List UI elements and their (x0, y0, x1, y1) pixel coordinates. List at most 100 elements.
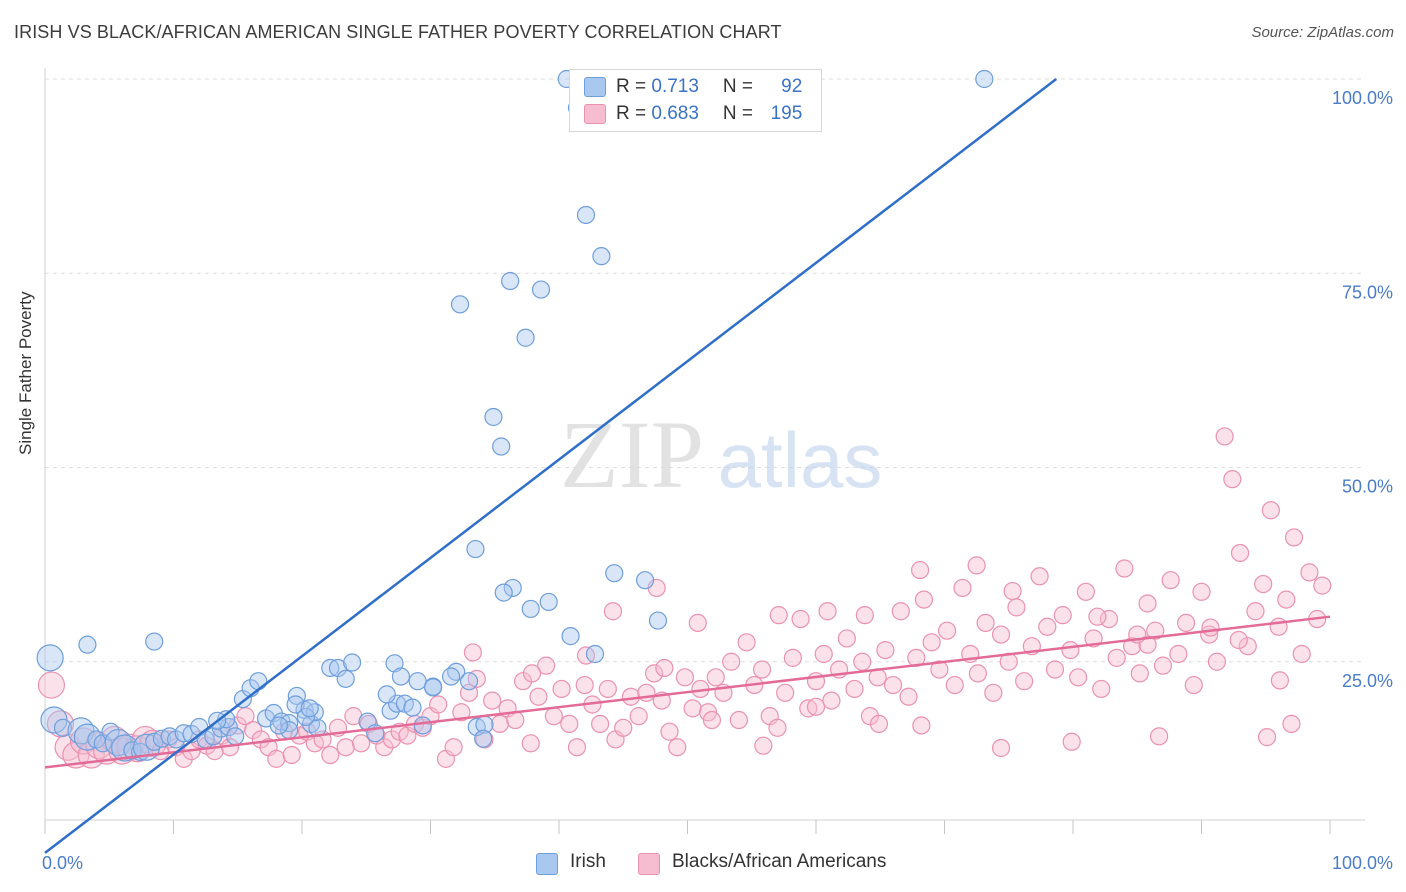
blacks-point (967, 556, 986, 575)
blacks-point (1292, 644, 1311, 664)
blacks-point (1223, 470, 1242, 489)
irish-point (145, 632, 164, 651)
blacks-point (791, 609, 810, 629)
blacks-point (1123, 637, 1142, 656)
irish-point (605, 564, 624, 583)
blacks-point (922, 633, 941, 652)
series-irish-points (36, 69, 994, 762)
chart-title: IRISH VS BLACK/AFRICAN AMERICAN SINGLE F… (14, 22, 782, 42)
y-tick-label: 25.0% (1342, 671, 1393, 691)
blacks-point (1161, 571, 1180, 590)
irish-point (635, 571, 655, 590)
blacks-point (1069, 668, 1088, 687)
blacks-point (131, 725, 159, 754)
blacks-point (344, 707, 363, 726)
blacks-swatch (584, 104, 606, 124)
axes (44, 68, 1365, 834)
blacks-point (429, 695, 448, 714)
watermark-zip: ZIP (560, 401, 704, 508)
tick-labels: 25.0% 50.0% 75.0% 100.0% 0.0% 100.0% (42, 88, 1393, 873)
blacks-point (1277, 590, 1296, 609)
blacks-point (1062, 732, 1081, 751)
blacks-point (1207, 652, 1227, 671)
blacks-point (1061, 640, 1080, 660)
watermark-atlas: atlas (718, 416, 883, 504)
legend-r-label: R = (616, 103, 652, 124)
blacks-point (675, 668, 695, 687)
legend-n-label: N = (722, 76, 759, 97)
blacks-point (752, 660, 772, 679)
irish-point (377, 685, 396, 704)
blacks-point (522, 664, 542, 683)
irish-point (336, 669, 355, 688)
blacks-point (1076, 582, 1095, 601)
blacks-point (490, 714, 509, 734)
blacks-point (1201, 618, 1220, 637)
blacks-point (1007, 598, 1026, 617)
blacks-point (1030, 567, 1049, 586)
blacks-point (598, 679, 617, 699)
blacks-point (529, 687, 548, 706)
blacks-point (575, 675, 594, 695)
irish-point (585, 644, 605, 664)
blacks-point (883, 675, 903, 695)
blacks-point (1282, 714, 1301, 734)
blacks-point (375, 738, 394, 757)
blacks-point (521, 734, 540, 753)
irish-point (249, 672, 268, 691)
y-tick-label: 75.0% (1342, 282, 1393, 302)
blacks-point (1192, 582, 1211, 601)
blacks-point (1230, 543, 1250, 563)
blacks-point (1300, 563, 1319, 582)
blacks-point (1138, 594, 1157, 613)
irish-point (459, 672, 479, 691)
legend-r-value: 0.713 (651, 76, 699, 97)
blacks-point (37, 671, 66, 699)
irish-point (592, 247, 611, 266)
source-credit: Source: ZipAtlas.com (1251, 24, 1394, 41)
irish-point (531, 280, 551, 299)
blacks-point (614, 718, 633, 737)
blacks-point (1149, 727, 1169, 746)
irish-point (391, 667, 411, 686)
blacks-point (1146, 621, 1165, 640)
blacks-point (660, 722, 679, 741)
blacks-point (976, 613, 995, 633)
blacks-point (603, 602, 623, 621)
blacks-point (1176, 613, 1196, 633)
irish-point (53, 718, 73, 737)
irish-point (226, 727, 245, 746)
blacks-point (1184, 675, 1203, 695)
blacks-point (912, 716, 931, 735)
blacks-point (806, 697, 826, 716)
blacks-point (1254, 574, 1273, 594)
irish-trend-line (44, 78, 1058, 854)
blacks-point (937, 621, 957, 640)
blacks-point (910, 560, 930, 580)
gridlines (45, 78, 1365, 663)
blacks-point (552, 679, 571, 699)
irish-point (466, 539, 485, 559)
blacks-point (953, 578, 972, 598)
irish-point (321, 658, 340, 678)
blacks-point (991, 738, 1011, 758)
trend-lines (44, 78, 1331, 854)
blacks-point (876, 640, 895, 660)
blacks-point (576, 646, 596, 665)
blacks-point (737, 633, 756, 652)
blacks-point (1215, 427, 1234, 446)
y-tick-label: 100.0% (1332, 88, 1393, 108)
blacks-point (629, 707, 648, 726)
blacks-point (930, 660, 949, 679)
blacks-point (1003, 581, 1022, 601)
irish-point (474, 729, 493, 748)
blacks-point (822, 691, 841, 710)
irish-point (441, 667, 461, 686)
irish-point (484, 407, 503, 427)
blacks-point (1092, 679, 1111, 699)
x-tick-label: 100.0% (1332, 853, 1393, 873)
blacks-point (818, 602, 837, 621)
irish-point (494, 583, 513, 602)
irish-swatch (584, 77, 606, 97)
